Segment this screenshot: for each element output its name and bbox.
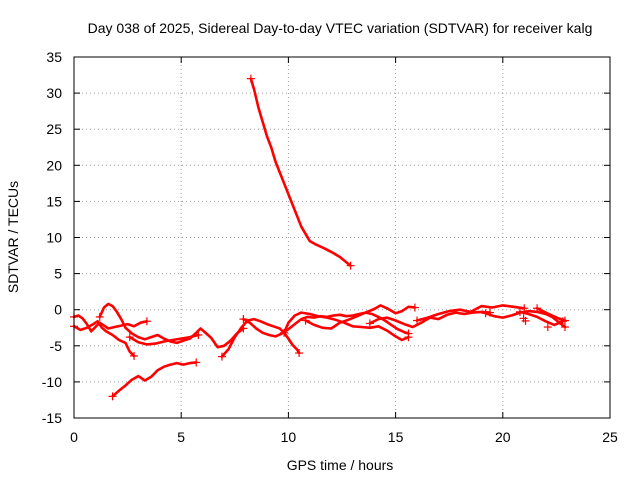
isolated-point-marker: [543, 323, 552, 332]
y-tick-label: 25: [46, 121, 62, 137]
series-start-marker: [95, 312, 104, 321]
series-end-marker: [346, 261, 355, 270]
series-arc-high: [249, 77, 352, 267]
series-arc-m: [535, 307, 567, 322]
y-tick-label: -5: [50, 338, 63, 354]
isolated-point-marker: [521, 316, 530, 325]
series-arc-l: [518, 310, 565, 327]
series-start-marker: [515, 307, 524, 316]
x-tick-label: 10: [281, 429, 297, 445]
series-end-marker: [194, 330, 203, 339]
x-tick-label: 0: [70, 429, 78, 445]
y-tick-label: 15: [46, 193, 62, 209]
grid-lines: [74, 57, 610, 418]
x-tick-label: 5: [177, 429, 185, 445]
y-tick-label: 20: [46, 157, 62, 173]
series-arc-b: [72, 314, 149, 333]
x-axis-label: GPS time / hours: [287, 457, 394, 473]
series-start-marker: [280, 328, 289, 337]
series-arc-j: [415, 304, 526, 322]
series-arc-g: [282, 311, 410, 342]
x-tick-label: 20: [495, 429, 511, 445]
series-end-marker: [404, 333, 413, 342]
plot-area: [70, 74, 569, 401]
series-start-marker: [413, 316, 422, 325]
y-tick-label: 5: [54, 266, 62, 282]
series-start-marker: [301, 316, 310, 325]
x-tick-label: 25: [602, 429, 618, 445]
series-start-marker: [125, 333, 134, 342]
series-start-marker: [533, 304, 542, 313]
series-start-marker: [108, 392, 117, 401]
chart-title: Day 038 of 2025, Sidereal Day-to-day VTE…: [88, 20, 593, 36]
series-arc-a: [72, 320, 136, 358]
series-end-marker: [560, 316, 569, 325]
y-tick-label: 35: [46, 49, 62, 65]
y-tick-label: 30: [46, 85, 62, 101]
series-start-marker: [481, 309, 490, 318]
y-tick-label: -10: [42, 374, 62, 390]
series-start-marker: [239, 315, 248, 324]
series-start-marker: [246, 74, 255, 83]
series-arc-k: [484, 309, 567, 329]
series-arc-d: [128, 333, 200, 346]
series-arc-e: [220, 317, 301, 358]
series-end-marker: [192, 358, 201, 367]
series-end-marker: [410, 303, 419, 312]
series-arc-low: [111, 361, 198, 398]
series-arc-i: [368, 310, 492, 329]
y-tick-label: 10: [46, 230, 62, 246]
y-tick-label: 0: [54, 302, 62, 318]
series-start-marker: [217, 352, 226, 361]
axis-ticks: 0 5 10 15 20 25 -15 -10 -5 0 5 10 15 20 25 30 35: [42, 49, 618, 445]
series-arc-h: [304, 304, 417, 330]
series-end-marker: [130, 351, 139, 360]
x-tick-label: 15: [388, 429, 404, 445]
series-start-marker: [365, 319, 374, 328]
y-tick-label: -15: [42, 410, 62, 426]
series-end-marker: [142, 317, 151, 326]
series-end-marker: [295, 349, 304, 358]
y-axis-label: SDTVAR / TECUs: [5, 181, 21, 293]
